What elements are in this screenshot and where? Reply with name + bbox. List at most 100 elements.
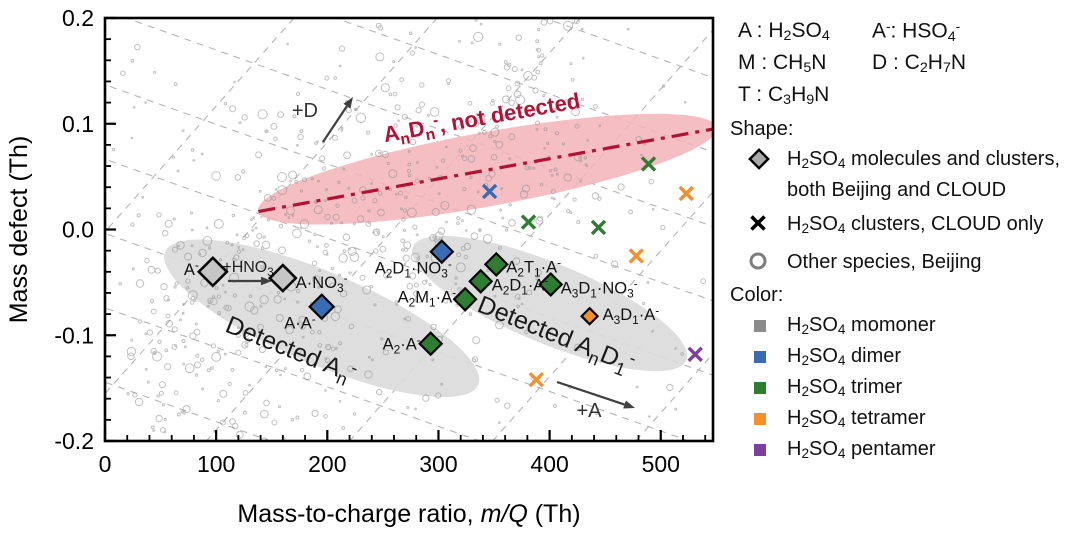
- bg-circle: [440, 158, 446, 163]
- bg-circle: [503, 115, 507, 118]
- bg-circle: [332, 134, 338, 141]
- bg-circle: [482, 130, 487, 135]
- bg-circle: [392, 91, 398, 97]
- bg-circle: [666, 383, 674, 392]
- bg-circle: [338, 45, 346, 52]
- bg-circle: [342, 167, 346, 171]
- bg-circle: [537, 55, 541, 59]
- bg-circle: [538, 61, 543, 66]
- bg-circle: [164, 348, 169, 353]
- bg-circle: [311, 260, 318, 267]
- bg-circle: [324, 188, 329, 192]
- bg-circle: [219, 389, 228, 398]
- bg-circle: [233, 254, 240, 261]
- bg-circle: [235, 349, 242, 356]
- bg-circle: [584, 163, 588, 166]
- bg-circle: [206, 368, 211, 373]
- bg-circle: [163, 295, 170, 302]
- bg-circle: [386, 161, 390, 165]
- bg-circle: [563, 0, 568, 5]
- bg-circle: [156, 212, 162, 218]
- bg-circle: [223, 352, 227, 356]
- bg-circle: [375, 228, 379, 232]
- bg-circle: [259, 295, 269, 305]
- bg-circle: [111, 148, 116, 152]
- bg-circle: [156, 394, 160, 398]
- bg-circle: [235, 473, 241, 479]
- definition-t: T : C3H9N: [738, 83, 830, 109]
- bg-circle: [539, 182, 544, 187]
- bg-circle: [524, 108, 532, 115]
- bg-circle: [163, 430, 167, 434]
- bg-circle: [338, 253, 348, 263]
- bg-circle: [526, 289, 533, 296]
- bg-circle: [294, 180, 299, 184]
- bg-circle: [458, 39, 461, 43]
- diamond-marker-label: A·A-: [284, 312, 316, 333]
- bg-circle: [176, 412, 181, 417]
- legend-item-label: H2SO4 tetramer: [787, 407, 926, 430]
- bg-circle: [524, 329, 529, 335]
- bg-circle: [255, 151, 263, 159]
- bg-circle: [535, 48, 539, 52]
- bg-circle: [155, 414, 163, 423]
- bg-circle: [193, 299, 197, 302]
- bg-circle: [566, 209, 571, 214]
- bg-circle: [210, 343, 216, 349]
- legend-item-tetramer: H2SO4 tetramer: [738, 403, 1074, 434]
- bg-circle: [210, 366, 214, 371]
- background-species-circles: [111, 0, 707, 511]
- bg-circle: [674, 407, 678, 411]
- bg-circle: [133, 509, 135, 511]
- bg-circle: [424, 279, 428, 283]
- bg-circle: [651, 207, 655, 211]
- bg-circle: [229, 105, 237, 113]
- bg-circle: [486, 268, 490, 273]
- bg-circle: [377, 191, 383, 196]
- bg-circle: [646, 281, 650, 284]
- bg-circle: [490, 101, 495, 106]
- bg-circle: [406, 406, 410, 409]
- bg-circle: [185, 286, 190, 290]
- bg-circle: [190, 148, 195, 152]
- bg-circle: [674, 347, 677, 350]
- bg-circle: [373, 303, 377, 307]
- bg-circle: [323, 199, 327, 203]
- bg-circle: [250, 218, 253, 222]
- bg-circle: [640, 153, 643, 157]
- bg-circle: [400, 238, 406, 244]
- bg-circle: [470, 41, 474, 45]
- x-marker-trimer: [640, 156, 657, 172]
- bg-circle: [540, 19, 548, 26]
- grid-line: [106, 19, 294, 232]
- bg-circle: [515, 94, 526, 105]
- bg-circle: [490, 154, 498, 161]
- bg-circle: [583, 156, 588, 160]
- bg-circle: [352, 412, 357, 416]
- y-tick-label: -0.1: [54, 322, 94, 348]
- bg-circle: [397, 119, 400, 122]
- bg-circle: [535, 269, 542, 276]
- bg-circle: [299, 219, 310, 229]
- bg-circle: [176, 241, 185, 250]
- bg-circle: [504, 402, 511, 409]
- grid-line: [106, 307, 479, 440]
- bg-circle: [338, 341, 343, 346]
- bg-circle: [200, 152, 204, 156]
- bg-circle: [465, 229, 468, 232]
- bg-circle: [407, 150, 411, 153]
- bg-circle: [399, 207, 403, 211]
- bg-circle: [217, 311, 222, 316]
- bg-circle: [446, 82, 450, 86]
- bg-circle: [146, 380, 150, 384]
- bg-circle: [260, 265, 265, 270]
- bg-circle: [236, 333, 241, 338]
- bg-circle: [126, 392, 130, 396]
- bg-circle: [317, 285, 321, 289]
- bg-circle: [248, 383, 251, 387]
- bg-circle: [311, 409, 319, 417]
- bg-circle: [641, 301, 646, 306]
- bg-circle: [178, 318, 182, 322]
- not-detected-region: [258, 113, 712, 225]
- bg-circle: [474, 19, 478, 22]
